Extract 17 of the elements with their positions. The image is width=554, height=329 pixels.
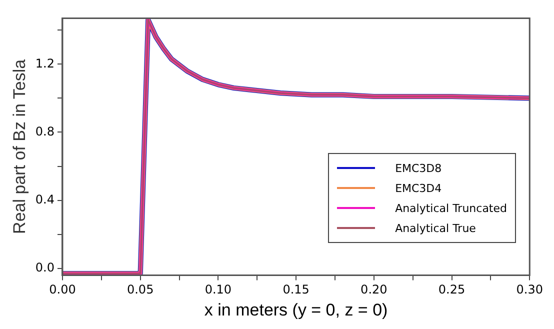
legend-label: EMC3D4	[395, 182, 442, 194]
y-tick-label: 0.8	[35, 124, 54, 138]
x-tick-label: 0.00	[49, 282, 76, 297]
legend-label: Analytical True	[395, 222, 476, 234]
y-tick-label: 1.2	[35, 56, 54, 70]
x-tick-label: 0.15	[282, 282, 310, 297]
y-axis-title: Real part of Bz in Tesla	[10, 58, 29, 234]
x-tick-label: 0.05	[126, 282, 154, 297]
x-tick-label: 0.30	[516, 282, 543, 297]
x-tick-label: 0.10	[204, 282, 232, 297]
x-axis-title: x in meters (y = 0, z = 0)	[204, 300, 388, 320]
legend-label: Analytical Truncated	[395, 202, 507, 214]
legend-label: EMC3D8	[395, 162, 442, 174]
x-tick-label: 0.25	[438, 282, 466, 297]
x-tick-label: 0.20	[360, 282, 388, 297]
y-tick-label: 0.0	[35, 260, 54, 275]
y-tick-label: 0.4	[35, 192, 54, 206]
